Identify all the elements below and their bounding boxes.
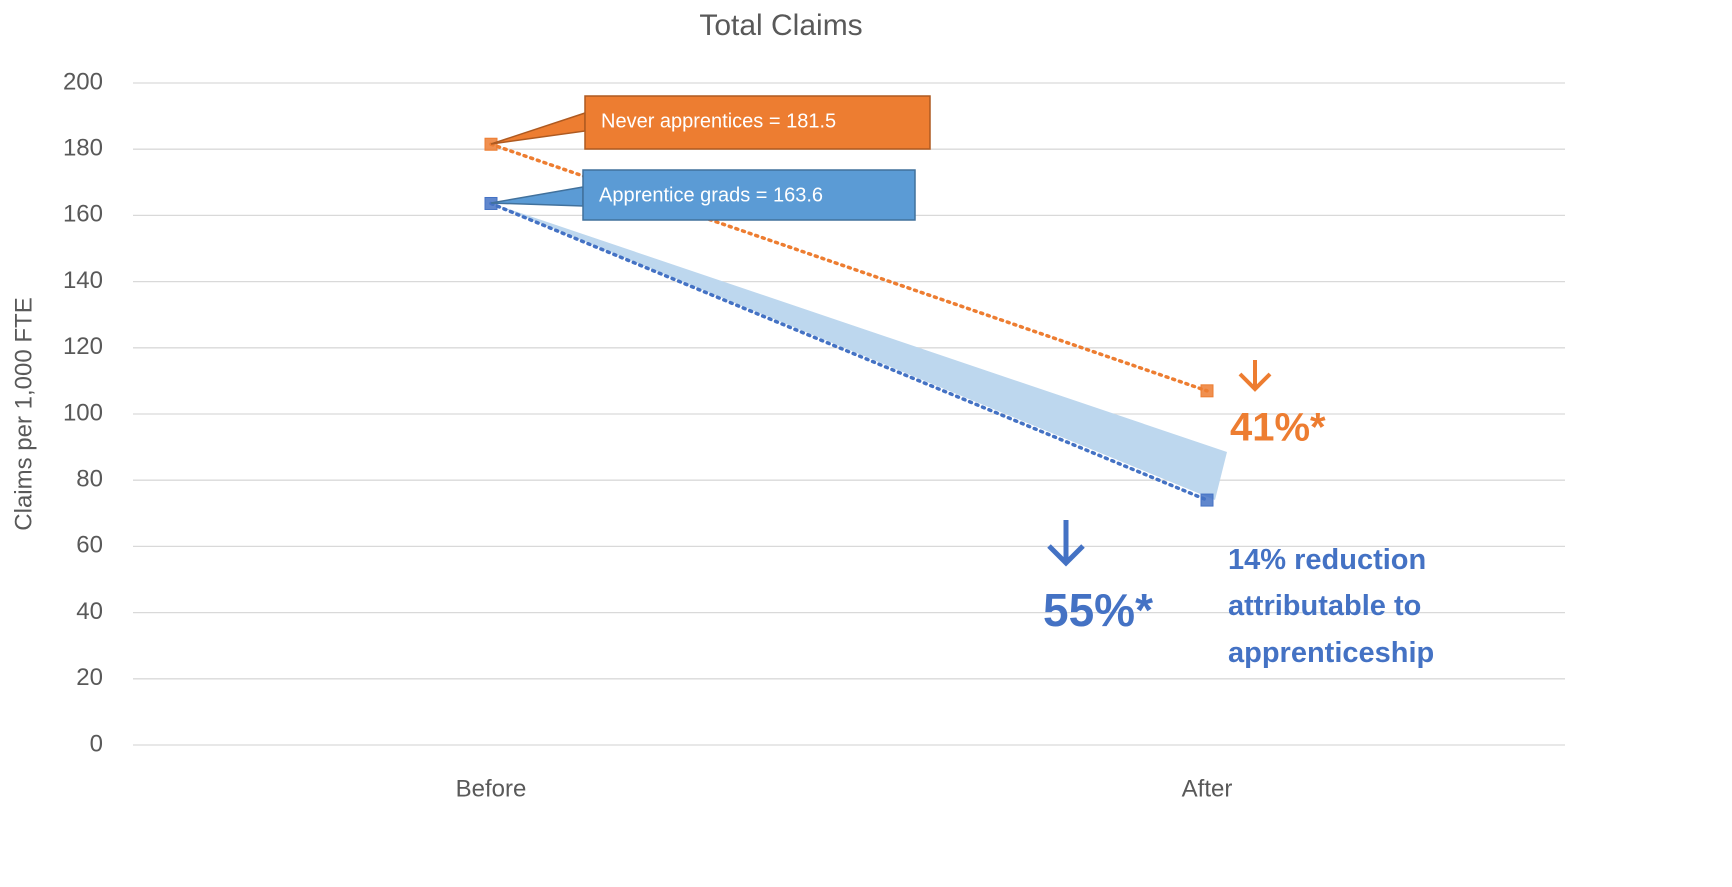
y-tick-label: 160 xyxy=(63,201,103,228)
down-arrow xyxy=(1238,360,1272,392)
y-tick-label: 140 xyxy=(63,267,103,294)
callout-pointer xyxy=(490,111,586,145)
callout-label: Apprentice grads = 163.6 xyxy=(599,184,823,206)
callout-pointer xyxy=(490,186,584,207)
y-tick-label: 40 xyxy=(76,598,103,625)
callout-box xyxy=(582,169,916,221)
y-tick-label: 80 xyxy=(76,466,103,493)
y-tick-label: 200 xyxy=(63,68,103,95)
annotation: 55%* xyxy=(1043,584,1153,636)
chart-title: Total Claims xyxy=(699,9,862,42)
marker xyxy=(1200,493,1214,507)
annotation-line: 14% reduction xyxy=(1228,544,1426,576)
annotation-line: attributable to xyxy=(1228,590,1421,622)
marker xyxy=(1200,384,1214,398)
annotation-line: apprenticeship xyxy=(1228,637,1434,669)
y-axis-label: Claims per 1,000 FTE xyxy=(10,297,37,530)
annotation: 41%* xyxy=(1230,406,1326,450)
y-tick-label: 180 xyxy=(63,135,103,162)
y-tick-label: 0 xyxy=(90,730,103,757)
x-tick-label: After xyxy=(1182,775,1233,802)
callout-label: Never apprentices = 181.5 xyxy=(601,110,836,132)
down-arrow xyxy=(1047,520,1085,567)
callout-box xyxy=(584,95,931,150)
y-tick-label: 60 xyxy=(76,532,103,559)
y-tick-label: 20 xyxy=(76,664,103,691)
gap-wedge xyxy=(491,203,1227,500)
annotation: 14% reduction attributable to apprentice… xyxy=(1228,544,1434,669)
x-tick-label: Before xyxy=(456,775,527,802)
series-line xyxy=(489,201,1209,502)
y-tick-label: 100 xyxy=(63,399,103,426)
y-tick-label: 120 xyxy=(63,333,103,360)
